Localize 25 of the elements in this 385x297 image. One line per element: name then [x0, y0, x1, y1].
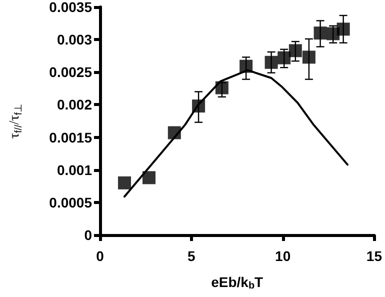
point	[278, 51, 291, 64]
y-tick-label: 0.003	[56, 32, 92, 48]
y-tick-label: 0.0035	[49, 0, 92, 15]
x-tick-label: 5	[188, 248, 196, 264]
point	[142, 171, 156, 184]
point	[168, 126, 181, 140]
point	[336, 22, 350, 36]
point	[215, 81, 228, 94]
y-tick-label: 0.001	[56, 162, 92, 178]
y-tick-label: 0.002	[56, 96, 92, 113]
point	[192, 100, 206, 113]
y-tick-label: 0.0025	[49, 64, 92, 80]
point	[118, 176, 131, 190]
point	[264, 56, 278, 69]
y-tick-label: 0.0015	[49, 129, 92, 146]
point	[240, 60, 253, 73]
point	[314, 26, 327, 40]
x-tick-label: 15	[366, 248, 382, 264]
y-tick-label: 0	[84, 227, 92, 243]
y-tick-label: 0.0005	[49, 194, 92, 210]
x-tick-label: 0	[96, 248, 104, 264]
point	[302, 50, 316, 64]
point	[288, 44, 302, 58]
x-tick-label: 10	[275, 248, 291, 264]
y-axis-title: τf///τf⊥	[8, 103, 24, 139]
